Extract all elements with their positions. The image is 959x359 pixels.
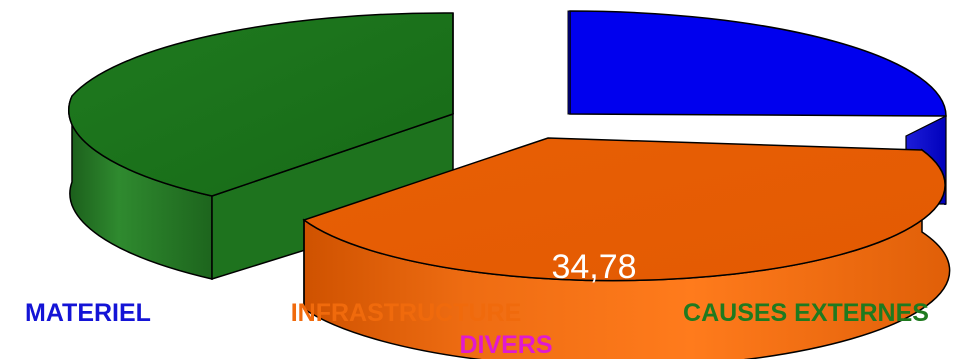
slice-label-infrastructure: INFRASTRUCTURE xyxy=(291,299,522,327)
slice-label-divers: DIVERS xyxy=(459,331,552,359)
pie-slice-infrastructure xyxy=(302,137,951,359)
data-label-infrastructure: 34,78 xyxy=(551,248,636,286)
slice-label-materiel: MATERIEL xyxy=(25,299,151,327)
slice-label-causes-externes: CAUSES EXTERNES xyxy=(683,299,929,327)
pie-slice-materiel xyxy=(68,12,454,281)
